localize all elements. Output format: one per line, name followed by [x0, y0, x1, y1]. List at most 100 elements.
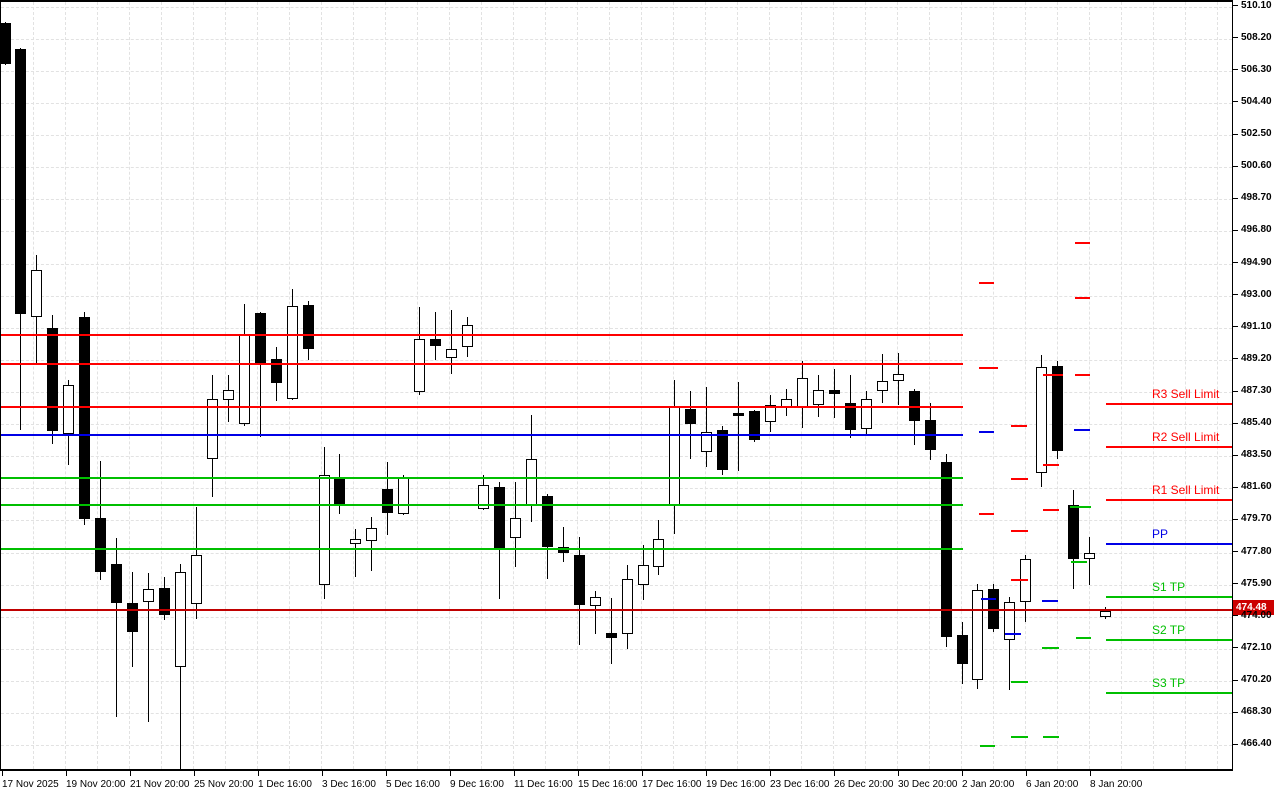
v-gridline — [257, 2, 258, 769]
v-gridline — [1089, 2, 1090, 769]
pivot-dash — [1005, 632, 1021, 635]
v-gridline — [1025, 2, 1026, 769]
candle-body-bear — [270, 359, 282, 384]
candle-body-bull — [63, 385, 75, 435]
candle-body-bull — [414, 339, 426, 392]
pivot-dash — [1043, 736, 1059, 739]
time-tick-mark — [514, 771, 515, 776]
pivot-dash — [1075, 374, 1090, 377]
candle-body-bull — [892, 374, 904, 381]
pivot-dash — [980, 745, 995, 748]
candle-body-bear — [908, 390, 920, 422]
candle-body-bull — [653, 539, 665, 568]
time-tick-label: 17 Nov 2025 — [2, 779, 59, 790]
price-tick-label: 496.80 — [1241, 224, 1272, 236]
pivot-dash — [1074, 428, 1090, 431]
price-tick-mark — [1233, 615, 1238, 617]
time-axis[interactable]: 17 Nov 2025 19 Nov 20:00 21 Nov 20:00 25 No… — [0, 771, 1233, 800]
v-gridline — [705, 2, 706, 769]
price-tick-label: 493.00 — [1241, 288, 1272, 300]
pivot-dash — [1011, 478, 1028, 481]
h-gridline — [1, 584, 1232, 586]
pivot-level-line — [1106, 542, 1232, 545]
candle-wick — [371, 517, 373, 572]
candle-body-bull — [812, 389, 824, 405]
pivot-dash — [1011, 681, 1028, 684]
pivot-dash — [1042, 600, 1058, 603]
candle-wick — [355, 529, 357, 578]
h-gridline — [1, 488, 1232, 490]
pivot-dash — [1011, 530, 1028, 533]
price-tick-label: 494.90 — [1241, 256, 1272, 268]
price-tick-mark — [1233, 743, 1238, 745]
candle-wick — [881, 353, 883, 404]
pivot-dash — [1075, 242, 1090, 245]
price-tick-label: 500.60 — [1241, 160, 1272, 172]
candle-body-bear — [844, 403, 856, 431]
time-tick-label: 21 Nov 20:00 — [130, 779, 190, 790]
time-tick-mark — [834, 771, 835, 776]
candle-body-bull — [525, 458, 537, 507]
v-gridline — [321, 2, 322, 769]
price-axis[interactable]: 474.48 510.10 508.20 506.30 504.40 502.50 500… — [1233, 0, 1280, 771]
candle-body-bear — [733, 413, 745, 417]
candle-wick — [148, 573, 150, 723]
price-tick-mark — [1233, 133, 1238, 135]
v-gridline — [449, 2, 450, 769]
candle-body-bear — [382, 489, 394, 514]
h-gridline — [1, 167, 1232, 169]
price-tick-mark — [1233, 101, 1238, 103]
candle-body-bull — [143, 589, 155, 603]
candle-body-bull — [797, 377, 808, 409]
candle-body-bear — [159, 588, 170, 615]
v-gridline — [513, 2, 514, 769]
pivot-dash — [979, 512, 994, 515]
pivot-dash — [981, 597, 996, 600]
pivot-dash — [1070, 505, 1091, 508]
price-tick-mark — [1233, 69, 1238, 71]
price-tick-label: 491.10 — [1241, 320, 1272, 332]
price-tick-label: 489.20 — [1241, 352, 1272, 364]
candle-body-bear — [302, 305, 314, 350]
candle-body-bull — [350, 539, 362, 545]
price-tick-label: 472.10 — [1241, 641, 1272, 653]
candle-body-bull — [765, 405, 777, 423]
h-gridline — [1, 327, 1232, 329]
candle-body-bull — [446, 349, 458, 358]
price-tick-mark — [1233, 679, 1238, 681]
price-tick-mark — [1233, 486, 1238, 488]
time-tick-mark — [130, 771, 131, 776]
v-gridline — [897, 2, 898, 769]
time-tick-label: 2 Jan 20:00 — [962, 779, 1015, 790]
candle-body-bull — [366, 528, 378, 542]
pivot-dash — [1011, 579, 1028, 582]
price-tick-mark — [1233, 37, 1238, 39]
candle-body-bear — [1, 22, 11, 64]
v-gridline — [161, 2, 162, 769]
price-tick-mark — [1233, 326, 1238, 328]
price-tick-label: 468.30 — [1241, 706, 1272, 718]
price-tick-mark — [1233, 358, 1238, 360]
price-tick-label: 479.70 — [1241, 513, 1272, 525]
time-tick-label: 19 Dec 16:00 — [706, 779, 766, 790]
pivot-level-line — [1106, 692, 1232, 695]
pivot-dash — [1042, 647, 1059, 650]
candle-body-bull — [589, 597, 601, 607]
candle-body-bull — [222, 389, 234, 401]
price-tick-label: 483.50 — [1241, 449, 1272, 461]
price-tick-mark — [1233, 390, 1238, 392]
candle-body-bull — [398, 477, 410, 515]
time-tick-label: 25 Nov 20:00 — [194, 779, 254, 790]
h-gridline — [1, 648, 1232, 650]
price-tick-label: 504.40 — [1241, 95, 1272, 107]
plot-area[interactable]: R3 Sell Limit R2 Sell Limit R1 Sell Limit P… — [0, 0, 1233, 771]
time-tick-mark — [578, 771, 579, 776]
h-gridline — [1, 616, 1232, 618]
time-tick-mark — [2, 771, 3, 776]
candle-body-bull — [637, 565, 649, 586]
candle-body-bear — [334, 479, 346, 506]
time-tick-label: 23 Dec 16:00 — [770, 779, 830, 790]
candle-wick — [1089, 537, 1091, 586]
price-tick-mark — [1233, 551, 1238, 553]
